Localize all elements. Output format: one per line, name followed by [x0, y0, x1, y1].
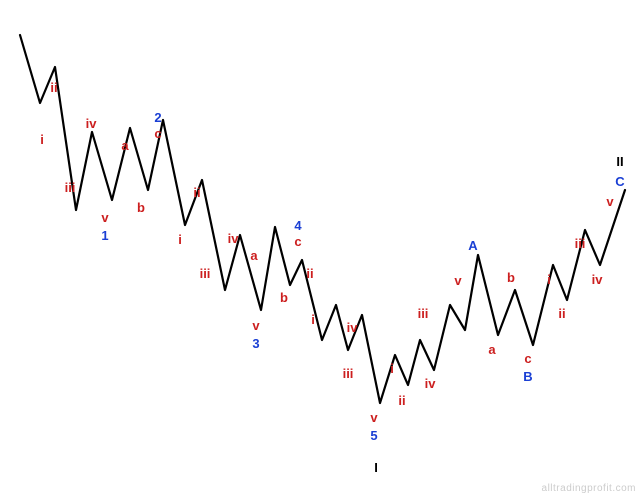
wave-label: v [101, 210, 109, 225]
wave-label: i [390, 361, 394, 376]
wave-label: c [154, 126, 161, 141]
wave-label: iii [343, 366, 354, 381]
wave-label: 2 [154, 110, 161, 125]
wave-label: i [40, 132, 44, 147]
wave-label: a [488, 342, 496, 357]
wave-label: b [280, 290, 288, 305]
wave-label: iii [418, 306, 429, 321]
wave-label: iii [200, 266, 211, 281]
wave-label: ii [50, 80, 57, 95]
wave-label: ii [398, 393, 405, 408]
wave-label: i [311, 312, 315, 327]
wave-label: ii [193, 185, 200, 200]
wave-label: 1 [101, 228, 108, 243]
wave-label: c [524, 351, 531, 366]
wave-label: iv [86, 116, 98, 131]
wave-label: v [454, 273, 462, 288]
wave-label: iv [425, 376, 437, 391]
wave-label: b [507, 270, 515, 285]
wave-label: iv [347, 320, 359, 335]
wave-label: a [121, 138, 129, 153]
wave-label: ii [306, 266, 313, 281]
wave-label: a [250, 248, 258, 263]
wave-label: I [374, 460, 378, 475]
wave-label: i [178, 232, 182, 247]
wave-label: 5 [370, 428, 377, 443]
wave-label: B [523, 369, 532, 384]
wave-polyline [20, 35, 625, 403]
elliott-wave-chart: iiiiiiivv1abc2iiiiiiivv3abc4iiiiiiivv5Ii… [0, 0, 644, 500]
wave-label: v [252, 318, 260, 333]
wave-label: C [615, 174, 625, 189]
wave-label: iv [228, 231, 240, 246]
wave-label: iii [575, 236, 586, 251]
wave-label: v [606, 194, 614, 209]
wave-label: c [294, 234, 301, 249]
wave-label: 3 [252, 336, 259, 351]
wave-label: v [370, 410, 378, 425]
wave-label: iv [592, 272, 604, 287]
wave-label: iii [65, 180, 76, 195]
wave-label: II [616, 154, 623, 169]
wave-label: i [547, 272, 551, 287]
wave-label: 4 [294, 218, 302, 233]
wave-label: b [137, 200, 145, 215]
wave-label: ii [558, 306, 565, 321]
wave-label: A [468, 238, 478, 253]
watermark: alltradingprofit.com [542, 483, 636, 494]
